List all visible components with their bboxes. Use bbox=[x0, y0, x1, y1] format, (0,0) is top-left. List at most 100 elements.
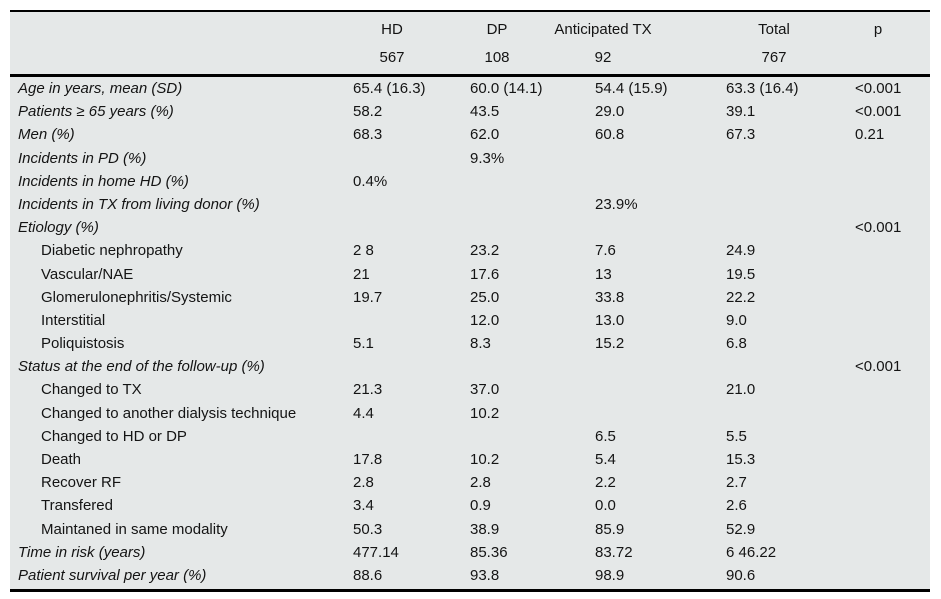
row-label: Vascular/NAE bbox=[41, 265, 134, 283]
table-row: Interstitial 12.0 13.0 9.0 bbox=[10, 309, 930, 332]
cell-dp: 25.0 bbox=[470, 288, 500, 306]
cell-anticipated-tx: 83.72 bbox=[595, 543, 633, 561]
table-row: Maintaned in same modality 50.3 38.9 85.… bbox=[10, 518, 930, 541]
cell-anticipated-tx: 98.9 bbox=[595, 566, 625, 584]
cell-p: <0.001 bbox=[855, 219, 902, 237]
cell-total: 15.3 bbox=[726, 451, 756, 468]
table-row: Transfered 3.4 0.9 0.0 2.6 bbox=[10, 494, 930, 517]
cell-total: 39.1 bbox=[726, 103, 756, 121]
table-body: Age in years, mean (SD) 65.4 (16.3) 60.0… bbox=[10, 77, 930, 589]
cell-dp: 38.9 bbox=[470, 520, 500, 538]
cell-dp: 10.2 bbox=[470, 404, 500, 422]
cell-dp: 9.3% bbox=[470, 149, 505, 167]
col-count-anticipated-tx: 92 bbox=[594, 49, 612, 66]
row-label: Glomerulonephritis/Systemic bbox=[41, 288, 232, 306]
cell-total: 22.2 bbox=[726, 288, 756, 306]
row-label: Changed to HD or DP bbox=[41, 427, 187, 445]
col-header-dp: DP bbox=[486, 21, 508, 38]
cell-anticipated-tx: 7.6 bbox=[595, 242, 616, 260]
cell-total: 24.9 bbox=[726, 242, 756, 260]
cell-anticipated-tx: 60.8 bbox=[595, 126, 625, 144]
cell-anticipated-tx: 0.0 bbox=[595, 497, 616, 515]
table-row: Incidents in home HD (%) 0.4% bbox=[10, 170, 930, 193]
cell-hd: 2 8 bbox=[353, 242, 374, 260]
cell-anticipated-tx: 2.2 bbox=[595, 474, 616, 492]
cell-hd: 17.8 bbox=[353, 451, 383, 468]
row-label: Age in years, mean (SD) bbox=[18, 80, 183, 97]
row-label: Patients ≥ 65 years (%) bbox=[18, 103, 174, 121]
cell-anticipated-tx: 23.9% bbox=[595, 195, 638, 213]
row-label: Men (%) bbox=[18, 126, 75, 144]
cell-total: 2.6 bbox=[726, 497, 747, 515]
table-row: Age in years, mean (SD) 65.4 (16.3) 60.0… bbox=[10, 77, 930, 100]
table-row: Patient survival per year (%) 88.6 93.8 … bbox=[10, 564, 930, 587]
cell-anticipated-tx: 5.4 bbox=[595, 451, 616, 468]
cell-dp: 93.8 bbox=[470, 566, 500, 584]
cell-total: 21.0 bbox=[726, 381, 756, 399]
row-label: Incidents in home HD (%) bbox=[18, 172, 189, 190]
cell-hd: 21 bbox=[353, 265, 370, 283]
table-row: Glomerulonephritis/Systemic 19.7 25.0 33… bbox=[10, 286, 930, 309]
row-label: Recover RF bbox=[41, 474, 122, 492]
table-row: Time in risk (years) 477.14 85.36 83.72 … bbox=[10, 541, 930, 564]
table-row: Vascular/NAE 21 17.6 13 19.5 bbox=[10, 263, 930, 286]
table-row: Recover RF 2.8 2.8 2.2 2.7 bbox=[10, 471, 930, 494]
cell-anticipated-tx: 13.0 bbox=[595, 311, 625, 329]
cell-hd: 477.14 bbox=[353, 543, 399, 561]
table-row: Patients ≥ 65 years (%) 58.2 43.5 29.0 3… bbox=[10, 100, 930, 123]
cell-total: 90.6 bbox=[726, 566, 756, 584]
table-row: Changed to TX 21.3 37.0 21.0 bbox=[10, 378, 930, 401]
cell-total: 63.3 (16.4) bbox=[726, 80, 799, 97]
cell-dp: 0.9 bbox=[470, 497, 491, 515]
row-label: Maintaned in same modality bbox=[41, 520, 228, 538]
cell-anticipated-tx: 29.0 bbox=[595, 103, 625, 121]
col-header-p: p bbox=[873, 21, 883, 38]
cell-hd: 3.4 bbox=[353, 497, 374, 515]
cell-dp: 10.2 bbox=[470, 451, 500, 468]
table-row: Incidents in PD (%) 9.3% bbox=[10, 147, 930, 170]
cell-dp: 37.0 bbox=[470, 381, 500, 399]
row-label: Changed to another dialysis technique bbox=[41, 404, 297, 422]
col-count-hd: 567 bbox=[379, 49, 405, 66]
cell-dp: 2.8 bbox=[470, 474, 491, 492]
row-label: Diabetic nephropathy bbox=[41, 242, 183, 260]
cell-dp: 60.0 (14.1) bbox=[470, 80, 543, 97]
row-label: Poliquistosis bbox=[41, 335, 125, 353]
table-row: Diabetic nephropathy 2 8 23.2 7.6 24.9 bbox=[10, 239, 930, 262]
cell-total: 6.8 bbox=[726, 335, 747, 353]
cell-hd: 21.3 bbox=[353, 381, 383, 399]
cell-hd: 65.4 (16.3) bbox=[353, 80, 426, 97]
row-label: Etiology (%) bbox=[18, 219, 99, 237]
row-label: Death bbox=[41, 451, 82, 468]
row-label: Incidents in TX from living donor (%) bbox=[18, 195, 260, 213]
row-label: Incidents in PD (%) bbox=[18, 149, 147, 167]
cell-dp: 12.0 bbox=[470, 311, 500, 329]
row-label: Transfered bbox=[41, 497, 113, 515]
cell-p: <0.001 bbox=[855, 103, 902, 121]
cell-hd: 50.3 bbox=[353, 520, 383, 538]
table-row: Death 17.8 10.2 5.4 15.3 bbox=[10, 448, 930, 471]
col-count-total: 767 bbox=[761, 49, 787, 66]
cell-hd: 5.1 bbox=[353, 335, 374, 353]
cell-hd: 4.4 bbox=[353, 404, 374, 422]
table-header: HD DP Anticipated TX Total p 567 108 92 … bbox=[10, 12, 930, 77]
row-label: Changed to TX bbox=[41, 381, 142, 399]
table-row: Men (%) 68.3 62.0 60.8 67.3 0.21 bbox=[10, 123, 930, 146]
table-row: Changed to HD or DP 6.5 5.5 bbox=[10, 425, 930, 448]
row-label: Interstitial bbox=[41, 311, 106, 329]
cell-dp: 8.3 bbox=[470, 335, 491, 353]
cell-anticipated-tx: 54.4 (15.9) bbox=[595, 80, 668, 97]
cell-hd: 58.2 bbox=[353, 103, 383, 121]
row-label: Time in risk (years) bbox=[18, 543, 146, 561]
cell-dp: 85.36 bbox=[470, 543, 508, 561]
table-row: Poliquistosis 5.1 8.3 15.2 6.8 bbox=[10, 332, 930, 355]
cell-dp: 62.0 bbox=[470, 126, 500, 144]
row-label: Patient survival per year (%) bbox=[18, 566, 207, 584]
stats-table: HD DP Anticipated TX Total p 567 108 92 … bbox=[10, 10, 930, 593]
cell-total: 6 46.22 bbox=[726, 543, 777, 561]
cell-p: 0.21 bbox=[855, 126, 885, 144]
table-row: Status at the end of the follow-up (%) <… bbox=[10, 355, 930, 378]
cell-total: 9.0 bbox=[726, 311, 747, 329]
cell-dp: 23.2 bbox=[470, 242, 500, 260]
cell-anticipated-tx: 6.5 bbox=[595, 427, 616, 445]
